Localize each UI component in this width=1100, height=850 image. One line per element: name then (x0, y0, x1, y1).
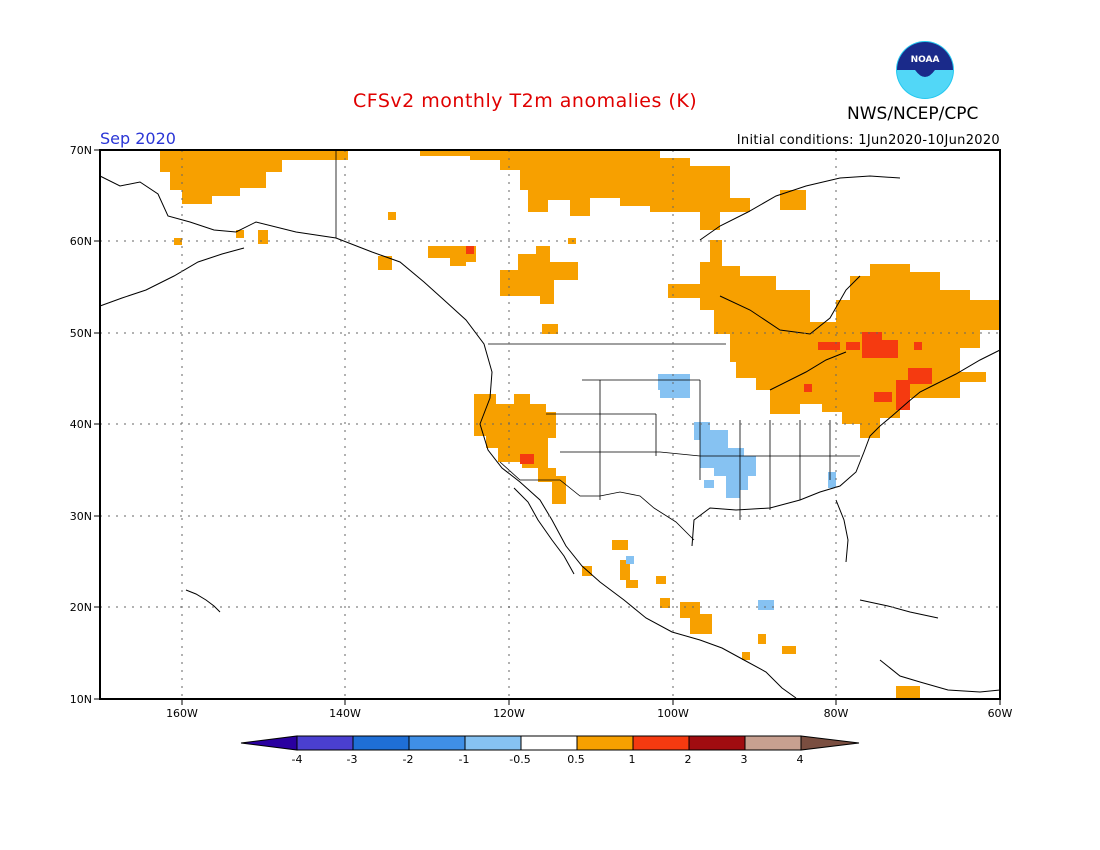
lon-label: 100W (657, 707, 689, 720)
latitude-labels: 70N 60N 50N 40N 30N 20N 10N (70, 144, 92, 706)
logo-text: NOAA (911, 55, 940, 65)
colorbar-segment (520, 735, 578, 751)
lat-label: 50N (70, 327, 92, 340)
colorbar-segment (576, 735, 634, 751)
initial-conditions-label: Initial conditions: 1Jun2020-10Jun2020 (736, 133, 1000, 148)
lat-label: 60N (70, 235, 92, 248)
lon-label: 60W (988, 707, 1013, 720)
longitude-labels: 160W 140W 120W 100W 80W 60W (166, 707, 1012, 720)
gridlines (100, 150, 1000, 699)
lon-label: 160W (166, 707, 198, 720)
colorbar-label: 4 (797, 753, 804, 766)
colorbar-label: -1 (459, 753, 470, 766)
colorbar-labels: -4 -3 -2 -1 -0.5 0.5 1 2 3 4 (292, 753, 804, 766)
noaa-logo: NOAA (896, 41, 954, 99)
colorbar-label: -3 (347, 753, 358, 766)
colorbar-label: 1 (629, 753, 636, 766)
coastlines (99, 175, 1001, 699)
colorbar-segment (408, 735, 466, 751)
colorbar-segment (352, 735, 410, 751)
hot-anomaly-regions (466, 246, 932, 464)
colorbar-label: 0.5 (567, 753, 585, 766)
colorbar-label: 3 (741, 753, 748, 766)
colorbar-arrow-right (800, 735, 860, 751)
lon-label: 120W (493, 707, 525, 720)
lat-label: 20N (70, 601, 92, 614)
tick-marks (94, 149, 1001, 705)
colorbar-segment (632, 735, 690, 751)
lat-label: 70N (70, 144, 92, 157)
colorbar (240, 735, 860, 751)
agency-label: NWS/NCEP/CPC (847, 104, 979, 124)
colorbar-arrow-left (240, 735, 298, 751)
colorbar-segment (744, 735, 802, 751)
colorbar-label: -4 (292, 753, 303, 766)
lon-label: 140W (329, 707, 361, 720)
political-borders (335, 150, 860, 541)
lat-label: 30N (70, 510, 92, 523)
valid-month-label: Sep 2020 (100, 129, 176, 148)
colorbar-label: -2 (403, 753, 414, 766)
map-title: CFSv2 monthly T2m anomalies (K) (353, 90, 698, 112)
lon-label: 80W (824, 707, 849, 720)
lat-label: 10N (70, 693, 92, 706)
warm-anomaly-regions (160, 150, 1000, 698)
colorbar-label: 2 (685, 753, 692, 766)
cool-anomaly-regions (626, 374, 836, 610)
lat-label: 40N (70, 418, 92, 431)
colorbar-segment (464, 735, 522, 751)
colorbar-segment (296, 735, 354, 751)
colorbar-segment (688, 735, 746, 751)
colorbar-label: -0.5 (509, 753, 530, 766)
